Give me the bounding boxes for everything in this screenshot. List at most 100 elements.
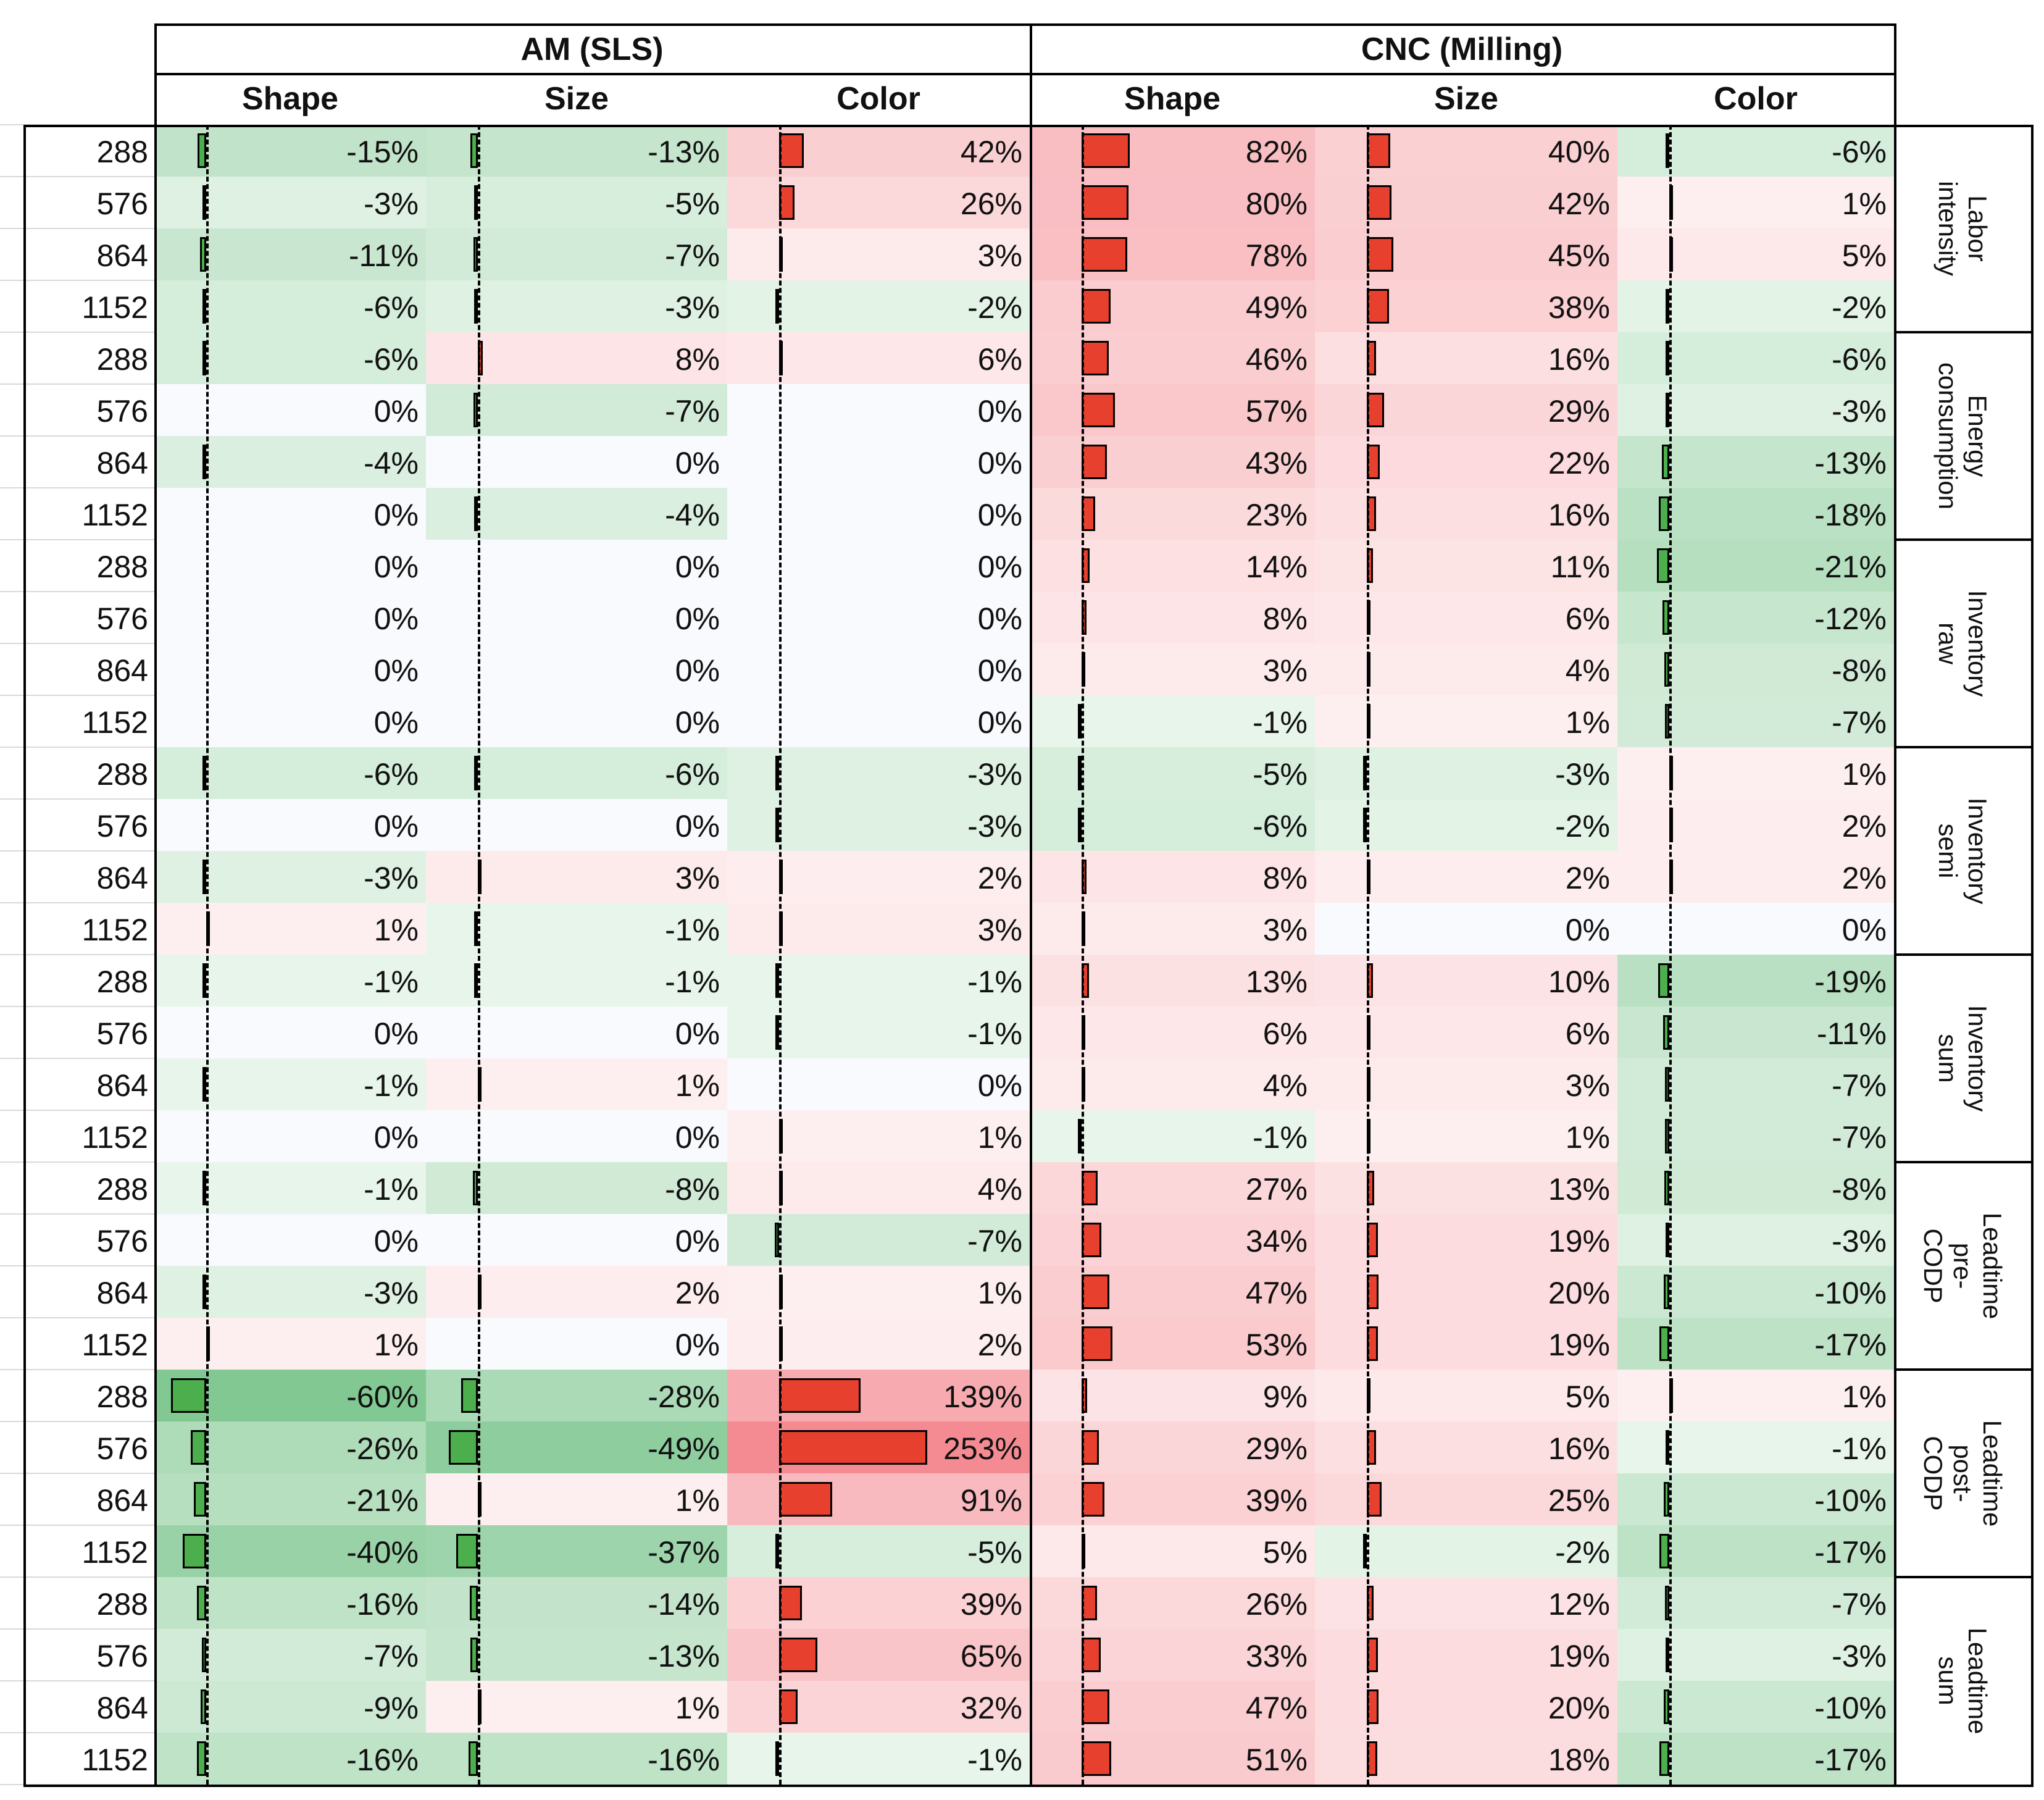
cell-value: -6% [665, 757, 720, 792]
cell-value: -1% [967, 965, 1022, 999]
cell-value: 0% [977, 705, 1022, 740]
cell-value: 23% [1245, 498, 1308, 532]
gridline [0, 643, 154, 644]
data-bar [474, 756, 478, 790]
cell-value: 0% [977, 601, 1022, 636]
cell-value: 47% [1245, 1691, 1308, 1725]
table-border [154, 73, 1894, 75]
heat-cell [1315, 1733, 1617, 1785]
heat-cell [154, 228, 426, 280]
cell-value: 42% [1548, 186, 1610, 221]
cell-value: 27% [1245, 1172, 1308, 1207]
table-border [23, 125, 2031, 127]
data-bar [1665, 1586, 1669, 1620]
heat-cell [154, 540, 426, 592]
heat-cell [727, 228, 1030, 280]
heat-cell [426, 1007, 727, 1058]
gridline [0, 539, 154, 540]
heat-cell [154, 747, 426, 799]
cell-value: -21% [346, 1483, 419, 1518]
cell-value: 0% [977, 446, 1022, 480]
cell-value: 13% [1548, 1172, 1610, 1207]
heat-cell [1030, 1266, 1315, 1318]
cell-value: 20% [1548, 1691, 1610, 1725]
heat-cell [154, 1058, 426, 1110]
heat-cell [426, 799, 727, 851]
section-label: Leadtime pre- CODP [1919, 1212, 2007, 1320]
cell-value: -1% [665, 913, 720, 947]
cell-value: -7% [1832, 1068, 1887, 1103]
section-label: Leadtime sum [1933, 1627, 1992, 1735]
cell-value: 1% [675, 1691, 720, 1725]
data-bar [1665, 704, 1669, 739]
column-header: Shape [241, 81, 339, 117]
table-border [1030, 23, 1032, 125]
cell-value: -17% [1814, 1743, 1887, 1777]
heat-cell [1617, 1629, 1894, 1681]
cell-value: 29% [1548, 394, 1610, 429]
cell-value: 2% [675, 1276, 720, 1310]
cell-value: 3% [675, 861, 720, 895]
gridline [0, 1680, 154, 1681]
cell-value: 49% [1245, 290, 1308, 325]
cell-value: 0% [977, 653, 1022, 688]
heat-cell [154, 1681, 426, 1733]
heat-cell [1315, 436, 1617, 488]
cell-value: -14% [648, 1587, 720, 1622]
heat-cell [1617, 1421, 1894, 1473]
cell-value: -4% [665, 498, 720, 532]
data-bar [1082, 1638, 1101, 1672]
cell-value: 19% [1548, 1328, 1610, 1362]
data-bar [1659, 1534, 1669, 1568]
data-bar [201, 1689, 206, 1724]
heat-cell [1030, 643, 1315, 695]
gridline [0, 695, 154, 696]
table-border [154, 125, 157, 1785]
cell-value: 38% [1548, 290, 1610, 325]
data-bar [197, 133, 206, 168]
heat-cell [1030, 384, 1315, 436]
heat-cell [1315, 384, 1617, 436]
data-bar [202, 185, 206, 220]
cell-value: 0% [675, 653, 720, 688]
data-bar [474, 963, 478, 998]
heat-cell [1617, 643, 1894, 695]
cell-value: 11% [1550, 550, 1610, 584]
heat-cell [154, 1318, 426, 1370]
data-bar [1363, 1534, 1367, 1568]
row-label: 288 [96, 342, 148, 377]
cell-value: -6% [364, 290, 419, 325]
data-bar [202, 860, 206, 894]
data-bar [474, 496, 478, 531]
heat-cell [1315, 1007, 1617, 1058]
cell-value: 1% [1842, 186, 1887, 221]
data-bar [202, 1171, 206, 1205]
heat-cell [1315, 592, 1617, 643]
heat-cell [727, 1266, 1030, 1318]
data-bar [191, 1430, 206, 1465]
cell-value: 6% [1565, 601, 1610, 636]
cell-value: -6% [1253, 809, 1308, 843]
cell-value: 65% [960, 1639, 1022, 1673]
heat-cell [154, 1266, 426, 1318]
heat-cell [1030, 1110, 1315, 1162]
data-bar [1666, 289, 1669, 324]
section-label: Inventory raw [1933, 590, 1992, 697]
data-bar [1082, 237, 1128, 272]
heat-cell [727, 177, 1030, 228]
heat-cell [1315, 540, 1617, 592]
data-bar [202, 1067, 206, 1102]
section-divider [1894, 538, 2031, 541]
data-bar [461, 1378, 478, 1413]
row-label: 576 [96, 186, 148, 221]
data-bar [474, 289, 478, 324]
heat-cell [154, 332, 426, 384]
row-label: 1152 [81, 1743, 148, 1777]
data-bar [1082, 1741, 1112, 1776]
heat-cell [1617, 1058, 1894, 1110]
heat-cell [727, 1058, 1030, 1110]
heat-cell [1030, 280, 1315, 332]
heat-cell [1315, 1577, 1617, 1629]
cell-value: 5% [1842, 238, 1887, 273]
cell-value: 39% [1245, 1483, 1308, 1518]
